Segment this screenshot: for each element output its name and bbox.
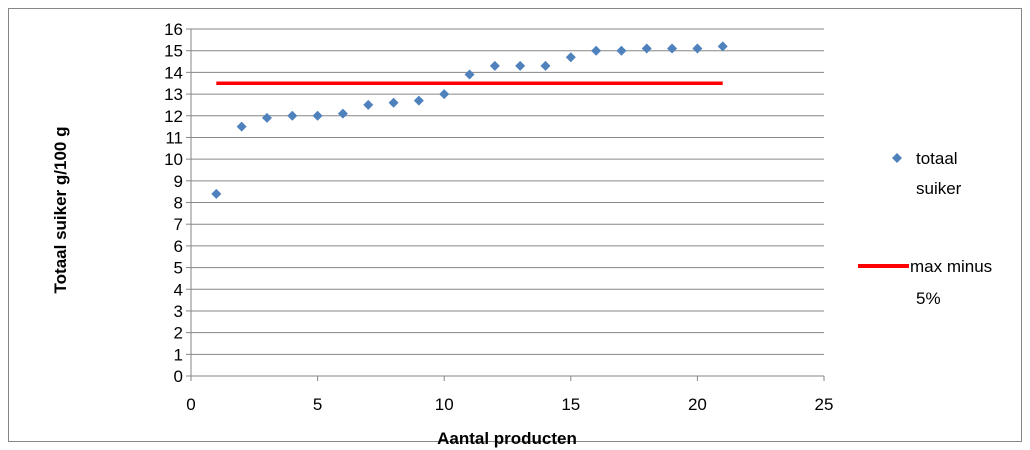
y-tick-label: 4 (174, 280, 183, 299)
data-point (515, 60, 526, 71)
legend-label-line-1: totaal (916, 149, 958, 168)
y-tick-label: 14 (164, 63, 183, 82)
y-tick-label: 8 (174, 194, 183, 213)
legend: totaal suiker max minus 5% (858, 149, 992, 308)
gridlines (186, 28, 824, 377)
y-axis-title: Totaal suiker g/100 g (51, 127, 70, 294)
data-point (641, 43, 652, 54)
x-tick-label: 0 (186, 395, 195, 414)
x-tick-label: 15 (561, 395, 580, 414)
x-tick-label: 25 (815, 395, 834, 414)
y-tick-label: 13 (164, 85, 183, 104)
data-point (211, 188, 222, 199)
legend-label-line-2: 5% (916, 289, 941, 308)
x-axis-title: Aantal producten (437, 429, 577, 448)
legend-label-line-2: suiker (916, 179, 962, 198)
data-point (312, 110, 323, 121)
data-point (439, 89, 450, 100)
y-tick-label: 9 (174, 172, 183, 191)
legend-item-max-minus: max minus 5% (858, 257, 992, 308)
data-point (667, 43, 678, 54)
data-point (565, 52, 576, 63)
data-point (616, 45, 627, 56)
y-tick-label: 0 (174, 367, 183, 386)
data-point (717, 41, 728, 52)
axes (190, 29, 825, 381)
y-tick-label: 3 (174, 302, 183, 321)
data-point (464, 69, 475, 80)
series-totaal-suiker (211, 41, 728, 199)
data-point (363, 99, 374, 110)
y-tick-label: 15 (164, 42, 183, 61)
data-point (692, 43, 703, 54)
data-point (287, 110, 298, 121)
data-point (388, 97, 399, 108)
data-point (489, 60, 500, 71)
legend-marker-diamond (892, 153, 902, 163)
data-point (337, 108, 348, 119)
data-point (261, 112, 272, 123)
legend-label-line-1: max minus (910, 257, 992, 276)
y-tick-label: 12 (164, 107, 183, 126)
y-tick-label: 16 (164, 20, 183, 39)
y-tick-label: 1 (174, 345, 183, 364)
x-tick-label: 5 (313, 395, 322, 414)
legend-item-totaal-suiker: totaal suiker (892, 149, 962, 198)
x-tick-label: 20 (688, 395, 707, 414)
x-tick-labels: 0 5 10 15 20 25 (186, 395, 833, 414)
y-tick-label: 7 (174, 215, 183, 234)
data-point (413, 95, 424, 106)
y-tick-label: 11 (165, 128, 183, 147)
y-tick-label: 6 (174, 237, 183, 256)
data-point (236, 121, 247, 132)
y-tick-label: 10 (164, 150, 183, 169)
data-point (591, 45, 602, 56)
data-point (540, 60, 551, 71)
x-tick-label: 10 (435, 395, 454, 414)
chart-frame (8, 8, 1022, 442)
y-tick-label: 2 (174, 324, 183, 343)
y-tick-label: 5 (174, 259, 183, 278)
